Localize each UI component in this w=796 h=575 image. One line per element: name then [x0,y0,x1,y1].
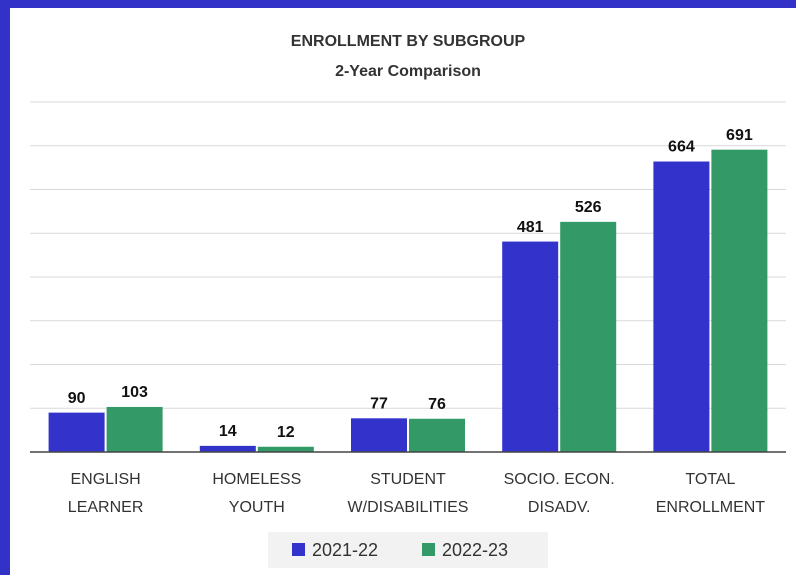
data-label: 526 [575,199,602,216]
bar [409,418,465,452]
x-tick-label-line: YOUTH [229,499,285,516]
x-tick-label-line: LEARNER [68,499,144,516]
x-tick-label-line: TOTAL [685,471,735,488]
bar [502,241,559,452]
data-label: 481 [517,219,544,236]
bar [106,406,163,452]
x-tick-label-line: SOCIO. ECON. [504,471,615,488]
chart-subtitle: 2-Year Comparison [335,63,481,80]
x-tick-label-line: ENROLLMENT [656,499,766,516]
data-label: 77 [370,396,388,413]
x-tick-label-line: HOMELESS [212,471,301,488]
frame-left [0,0,10,575]
frame-top [0,0,796,8]
x-tick-label: HOMELESS YOUTH [212,471,301,516]
legend-swatch [292,543,305,556]
legend-box [268,532,548,568]
legend-label: 2022-23 [442,540,508,560]
bar [560,221,617,452]
chart-title: ENROLLMENT BY SUBGROUP [291,33,526,50]
data-label: 14 [219,423,237,440]
x-tick-label: STUDENT W/DISABILITIES [348,471,469,516]
x-tick-label-line: W/DISABILITIES [348,499,469,516]
data-label: 664 [668,139,695,156]
bar [351,418,407,452]
x-tick-label: ENGLISH LEARNER [68,471,144,516]
data-label: 691 [726,127,753,144]
bar [711,149,768,452]
legend-label: 2021-22 [312,540,378,560]
x-tick-label: TOTAL ENROLLMENT [656,471,766,516]
x-tick-label-line: ENGLISH [70,471,140,488]
data-label: 76 [428,396,446,413]
data-label: 12 [277,424,295,441]
data-label: 90 [68,390,86,407]
x-tick-label-line: STUDENT [370,471,446,488]
bar [653,161,710,452]
legend-swatch [422,543,435,556]
bar [199,445,256,452]
bar [257,446,314,452]
data-label: 103 [121,384,148,401]
bar [48,412,105,452]
x-tick-label: SOCIO. ECON. DISADV. [504,471,615,516]
x-tick-label-line: DISADV. [528,499,591,516]
